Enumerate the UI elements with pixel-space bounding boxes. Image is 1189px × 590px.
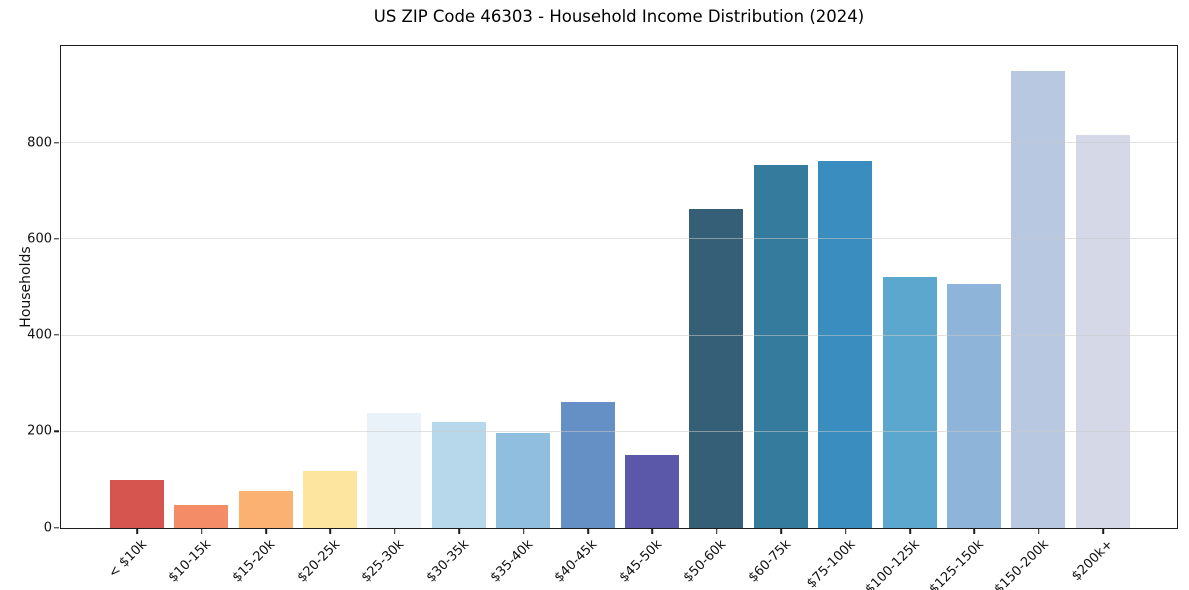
x-tick-label-$200k+: $200k+ <box>1068 537 1116 585</box>
gridline-600 <box>61 238 1177 240</box>
y-tick-mark <box>54 430 59 432</box>
bar-$200k+ <box>1075 135 1130 528</box>
y-tick-label-400: 400 <box>27 327 52 343</box>
chart-title: US ZIP Code 46303 - Household Income Dis… <box>373 7 865 26</box>
y-tick-mark <box>54 526 59 529</box>
x-tick-mark <box>780 529 782 534</box>
x-tick-label-$60-75k: $60-75k <box>745 537 794 586</box>
gridline-200 <box>61 430 1177 432</box>
bar-$30-35k <box>431 421 486 528</box>
x-tick-label-$35-40k: $35-40k <box>487 537 537 586</box>
x-tick-mark <box>973 529 976 534</box>
x-tick-mark <box>716 529 718 534</box>
y-tick-mark <box>54 141 59 144</box>
x-tick-mark <box>844 529 847 534</box>
x-tick-label-$10-15k: $10-15k <box>165 537 215 586</box>
bar-$60-75k <box>753 165 808 528</box>
x-tick-mark <box>1102 529 1104 534</box>
y-axis-label: Households <box>18 246 34 328</box>
x-tick-label-$40-45k: $40-45k <box>552 537 601 586</box>
x-tick-mark <box>1038 529 1040 534</box>
gridline-400 <box>61 334 1177 336</box>
bar-$10-15k <box>174 505 229 528</box>
x-tick-mark <box>587 529 589 534</box>
y-tick-label-0: 0 <box>43 520 52 535</box>
bar-$50-60k <box>689 208 744 528</box>
x-tick-label-$100-125k: $100-125k <box>862 537 923 590</box>
x-tick-label-$25-30k: $25-30k <box>358 537 408 586</box>
bar-$20-25k <box>302 470 357 528</box>
bar-$125-150k <box>946 284 1001 528</box>
x-tick-label-$150-200k: $150-200k <box>991 537 1052 590</box>
x-tick-label-$75-100k: $75-100k <box>803 537 859 590</box>
bar-$75-100k <box>818 161 873 528</box>
bar-$15-20k <box>238 491 293 528</box>
x-tick-label-< $10k: < $10k <box>105 537 150 582</box>
x-tick-label-$30-35k: $30-35k <box>423 537 472 586</box>
y-tick-mark <box>54 238 59 240</box>
bar-$35-40k <box>496 432 551 528</box>
bar-$40-45k <box>560 401 615 528</box>
y-tick-label-800: 800 <box>27 135 52 151</box>
x-tick-label-$15-20k: $15-20k <box>230 537 279 586</box>
x-tick-mark <box>909 529 911 534</box>
plot-area <box>60 45 1178 529</box>
x-tick-mark <box>265 529 267 534</box>
bar-$45-50k <box>624 455 679 528</box>
x-tick-mark <box>458 529 460 534</box>
x-tick-mark <box>394 529 396 534</box>
x-tick-label-$45-50k: $45-50k <box>616 537 665 586</box>
y-tick-label-200: 200 <box>27 423 52 439</box>
gridline-800 <box>61 142 1177 144</box>
x-tick-mark <box>651 529 654 534</box>
x-tick-label-$20-25k: $20-25k <box>294 537 343 586</box>
y-tick-label-600: 600 <box>27 231 52 247</box>
x-tick-label-$50-60k: $50-60k <box>680 537 730 586</box>
bar-$150-200k <box>1011 71 1066 528</box>
y-tick-mark <box>54 334 59 336</box>
x-tick-mark <box>329 529 332 534</box>
x-tick-mark <box>522 529 525 534</box>
x-tick-label-$125-150k: $125-150k <box>926 537 987 590</box>
bar-$100-125k <box>882 277 937 528</box>
bar-< $10k <box>109 479 164 528</box>
x-tick-mark <box>136 529 138 534</box>
x-tick-mark <box>200 529 203 534</box>
